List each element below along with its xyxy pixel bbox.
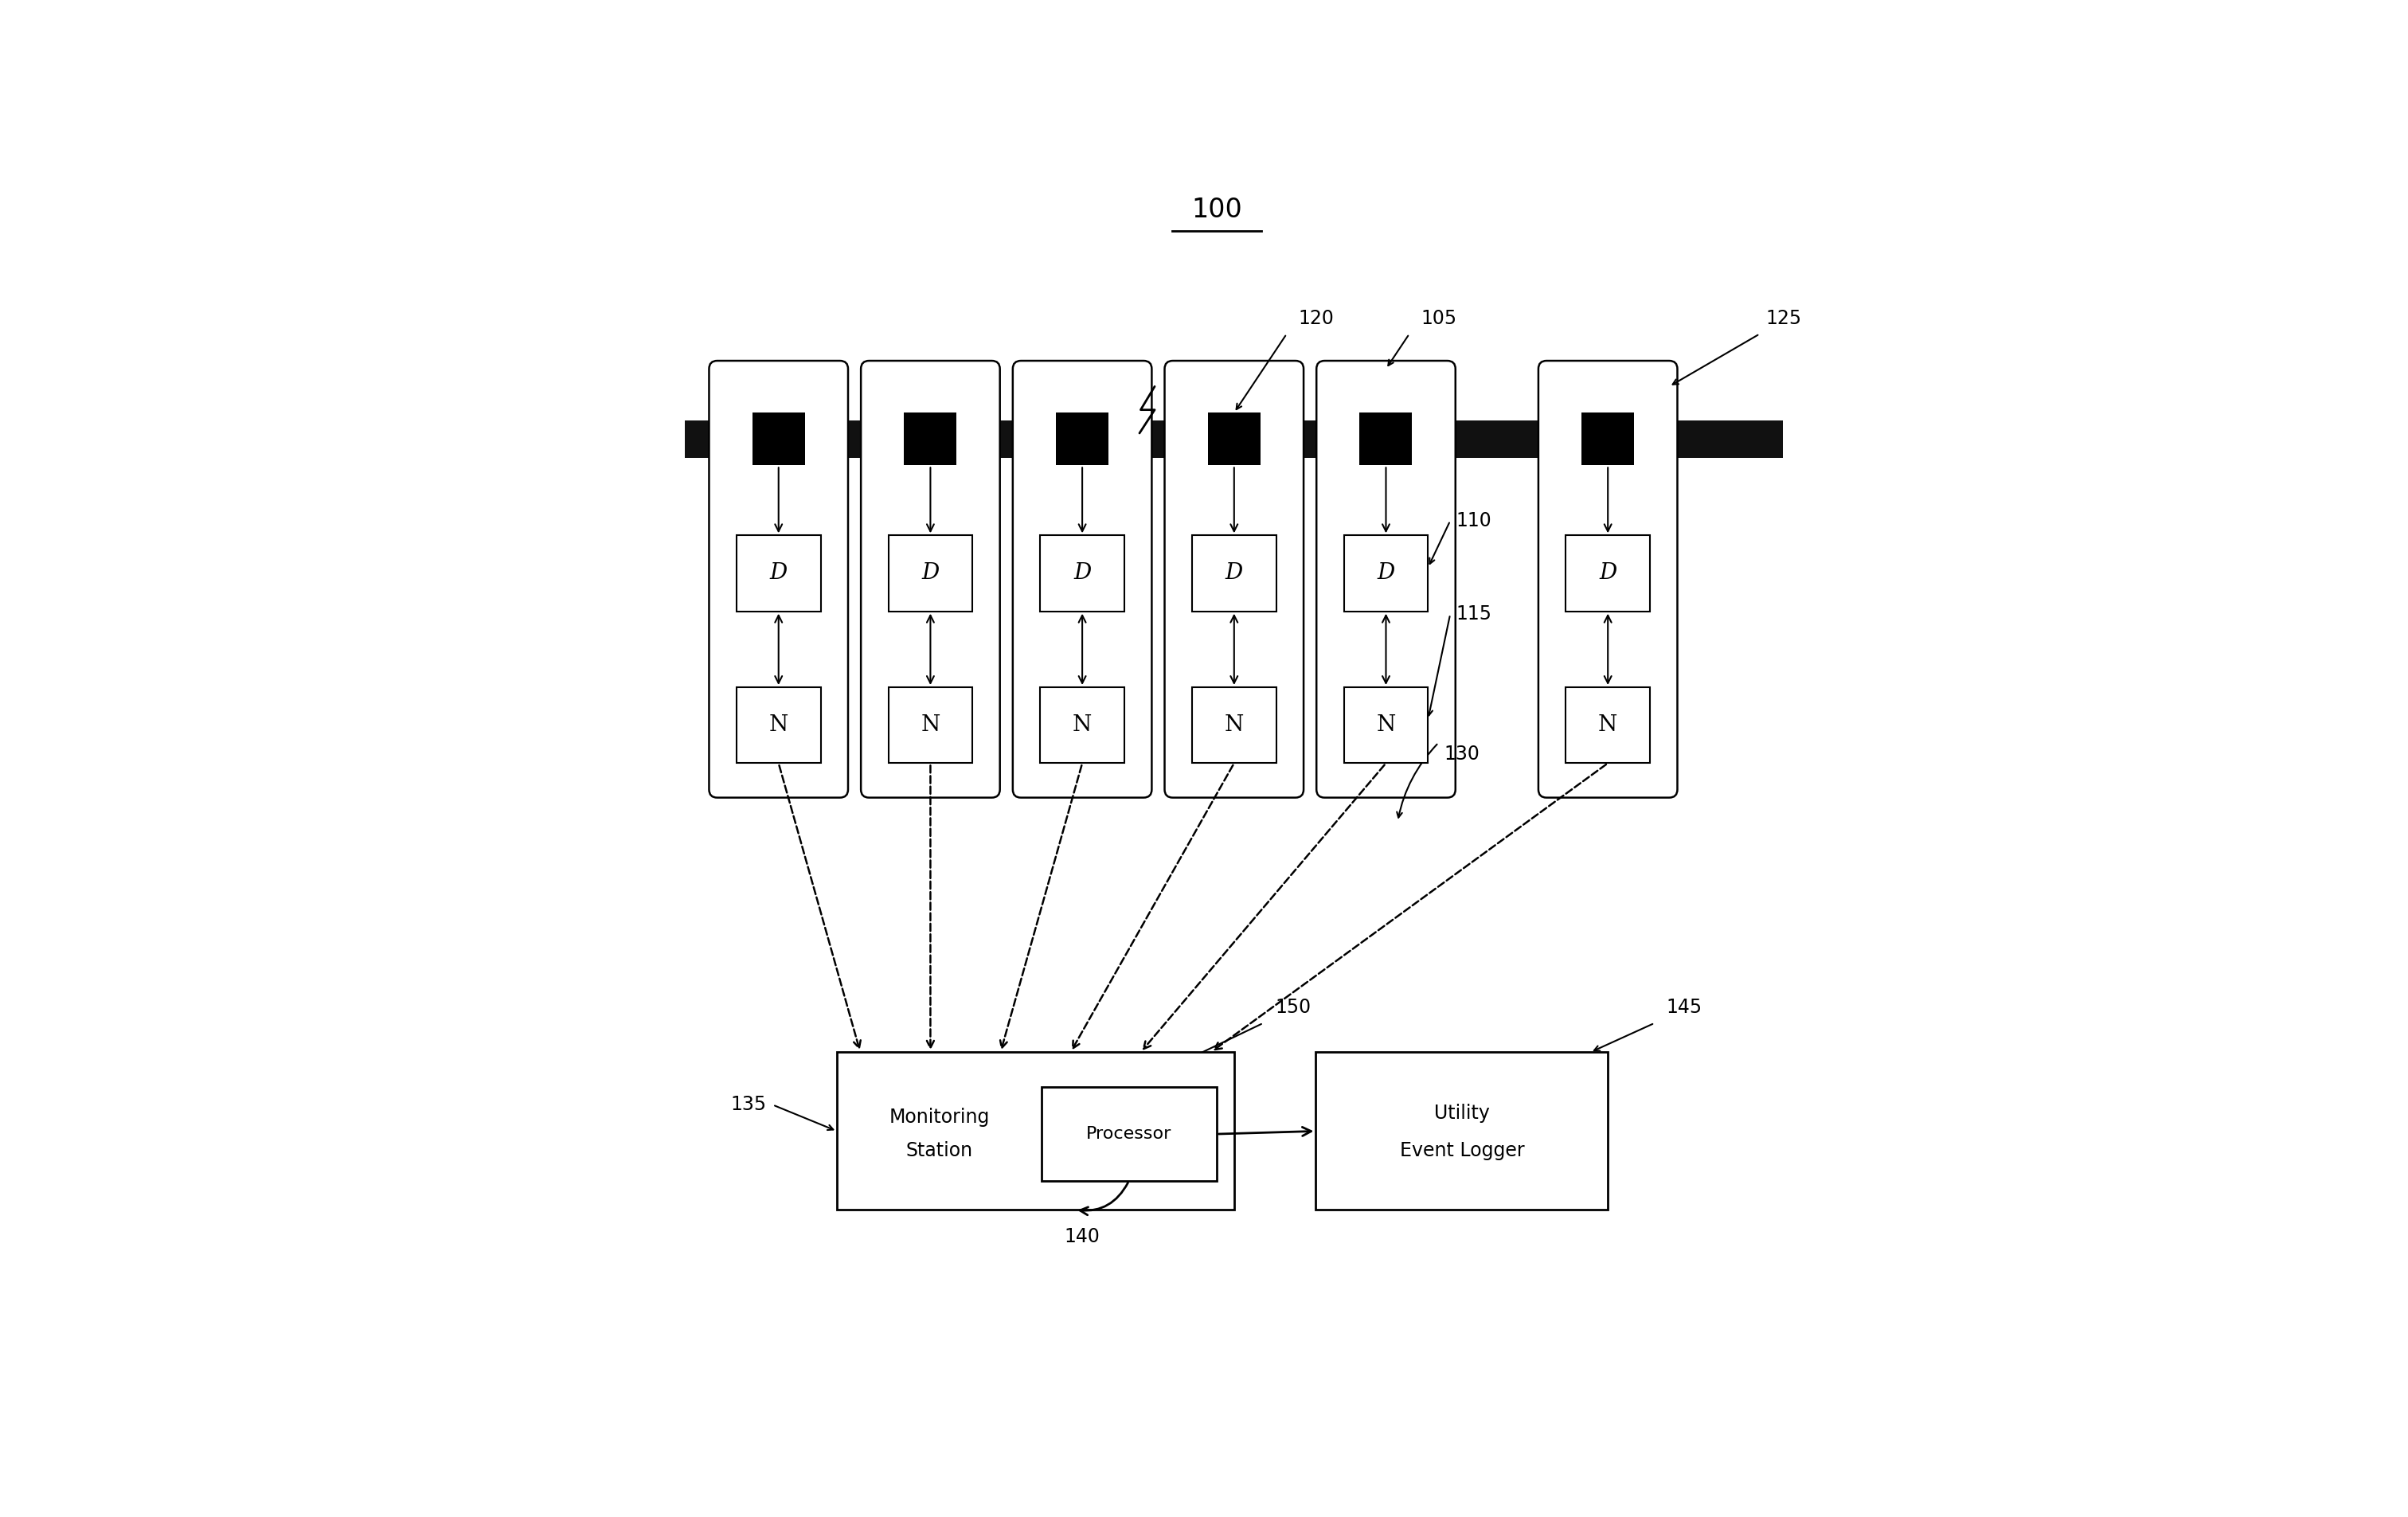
FancyBboxPatch shape bbox=[862, 361, 999, 798]
Text: 115: 115 bbox=[1457, 605, 1493, 623]
Bar bbox=[1040, 687, 1125, 763]
Text: Utility: Utility bbox=[1435, 1104, 1491, 1123]
Bar bbox=[889, 536, 973, 611]
Bar bbox=[1040, 1088, 1216, 1180]
Text: D: D bbox=[1599, 563, 1616, 584]
Bar bbox=[889, 687, 973, 763]
Bar bbox=[1582, 413, 1635, 466]
FancyBboxPatch shape bbox=[1165, 361, 1303, 798]
FancyBboxPatch shape bbox=[1317, 361, 1454, 798]
Bar bbox=[838, 1053, 1233, 1211]
Text: Monitoring: Monitoring bbox=[889, 1107, 990, 1127]
Text: D: D bbox=[1377, 563, 1394, 584]
Text: 145: 145 bbox=[1666, 998, 1702, 1018]
Text: D: D bbox=[1074, 563, 1091, 584]
Bar bbox=[1057, 413, 1108, 466]
Bar bbox=[1192, 687, 1276, 763]
Text: 135: 135 bbox=[732, 1095, 766, 1115]
Text: Processor: Processor bbox=[1086, 1126, 1173, 1142]
Text: 120: 120 bbox=[1298, 309, 1334, 328]
Text: Station: Station bbox=[905, 1141, 973, 1161]
Bar bbox=[1565, 536, 1649, 611]
Bar bbox=[737, 536, 821, 611]
FancyBboxPatch shape bbox=[1539, 361, 1678, 798]
Bar bbox=[1344, 536, 1428, 611]
Text: 140: 140 bbox=[1064, 1227, 1100, 1247]
Bar bbox=[903, 413, 956, 466]
Text: 100: 100 bbox=[1192, 197, 1243, 223]
Text: N: N bbox=[920, 715, 939, 736]
Text: 110: 110 bbox=[1457, 511, 1491, 531]
Bar bbox=[1192, 536, 1276, 611]
Text: N: N bbox=[768, 715, 787, 736]
Bar bbox=[1315, 1053, 1609, 1211]
Text: N: N bbox=[1072, 715, 1091, 736]
Bar bbox=[1040, 536, 1125, 611]
FancyBboxPatch shape bbox=[1014, 361, 1151, 798]
Text: 125: 125 bbox=[1765, 309, 1801, 328]
FancyBboxPatch shape bbox=[708, 361, 848, 798]
Bar bbox=[686, 420, 1782, 458]
Text: D: D bbox=[922, 563, 939, 584]
Bar bbox=[1565, 687, 1649, 763]
Bar bbox=[1209, 413, 1259, 466]
Text: N: N bbox=[1223, 715, 1245, 736]
Text: N: N bbox=[1377, 715, 1397, 736]
Text: 150: 150 bbox=[1274, 998, 1310, 1018]
Text: 130: 130 bbox=[1445, 745, 1481, 765]
Text: N: N bbox=[1599, 715, 1618, 736]
Text: 105: 105 bbox=[1421, 309, 1457, 328]
Bar bbox=[1361, 413, 1411, 466]
Text: Event Logger: Event Logger bbox=[1399, 1141, 1524, 1161]
Bar bbox=[1344, 687, 1428, 763]
Text: D: D bbox=[1226, 563, 1243, 584]
Text: D: D bbox=[771, 563, 787, 584]
Bar bbox=[737, 687, 821, 763]
Bar bbox=[751, 413, 804, 466]
